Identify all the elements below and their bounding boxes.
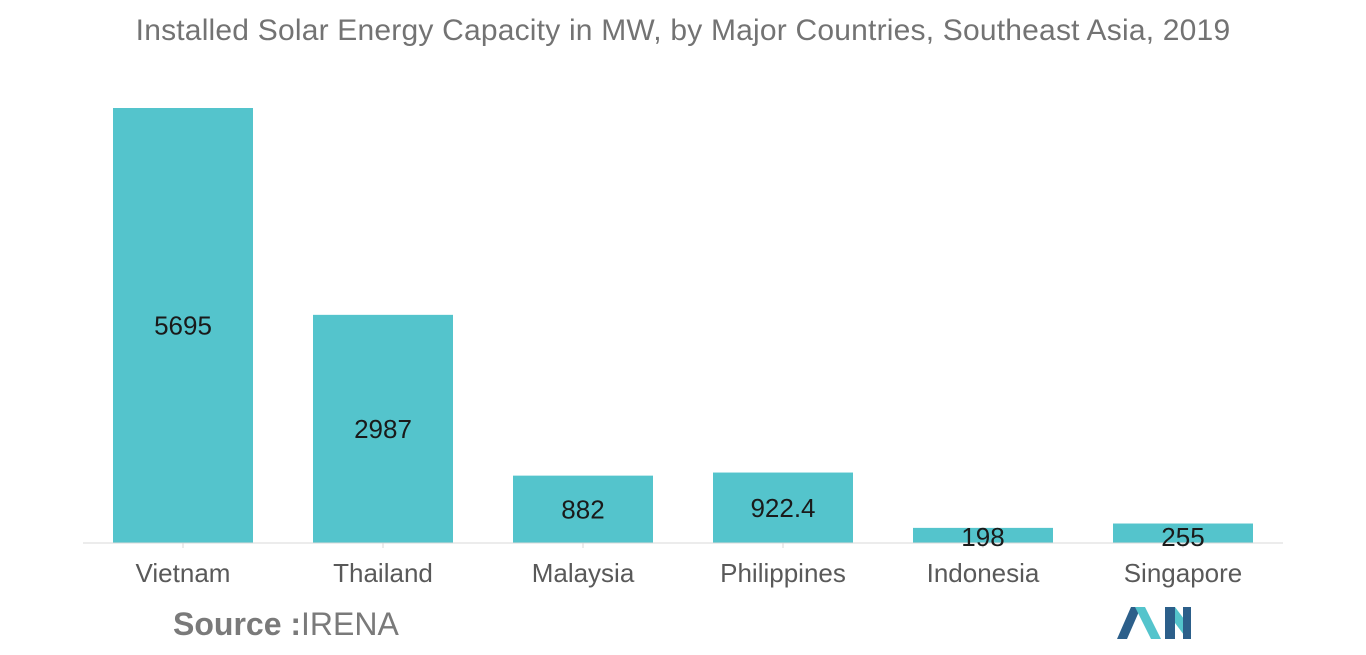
bar-philippines [713, 472, 853, 543]
value-label-thailand: 2987 [354, 414, 412, 444]
ticks-layer [182, 543, 1184, 548]
bar-thailand [313, 314, 453, 543]
mordor-intelligence-logo-icon [1117, 607, 1191, 639]
value-labels-layer: 5695 2987 882 922.4 198 255 [154, 311, 1205, 553]
bar-vietnam [113, 108, 253, 543]
bar-singapore [1113, 523, 1253, 543]
value-label-singapore: 255 [1161, 522, 1204, 552]
bar-indonesia [913, 527, 1053, 543]
category-labels-layer: Vietnam Thailand Malaysia Philippines Indone… [136, 558, 1243, 588]
logo-right-stroke [1165, 607, 1175, 639]
category-label-vietnam: Vietnam [136, 558, 231, 588]
value-label-malaysia: 882 [561, 494, 604, 524]
source-line: Source :IRENA [173, 606, 399, 643]
logo-far-right-stroke [1183, 607, 1191, 639]
logo-left-stroke [1117, 607, 1141, 639]
source-value: IRENA [301, 606, 399, 642]
chart-title: Installed Solar Energy Capacity in MW, b… [135, 14, 1231, 47]
category-label-thailand: Thailand [333, 558, 433, 588]
logo-middle-stroke [1135, 607, 1161, 639]
category-label-singapore: Singapore [1124, 558, 1243, 588]
category-label-indonesia: Indonesia [927, 558, 1040, 588]
category-label-philippines: Philippines [720, 558, 846, 588]
bars-layer [113, 108, 1253, 543]
value-label-philippines: 922.4 [750, 493, 815, 523]
bar-malaysia [513, 475, 653, 543]
category-label-malaysia: Malaysia [532, 558, 635, 588]
value-label-vietnam: 5695 [154, 311, 212, 341]
source-label: Source : [173, 606, 302, 642]
value-label-indonesia: 198 [961, 522, 1004, 552]
